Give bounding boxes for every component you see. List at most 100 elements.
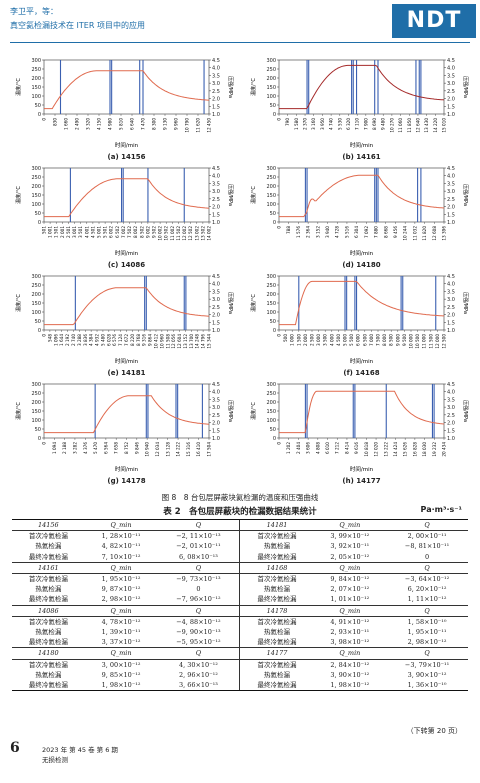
x-tick: 5 480 — [100, 334, 105, 346]
table-header-cell: Q_min — [313, 647, 387, 660]
x-tick: 10 960 — [159, 334, 164, 349]
table-row: 热氦检漏 1, 39×10⁻¹¹ −9, 90×10⁻¹³ 热氦检漏 2, 93×10⁻… — [12, 627, 468, 638]
y-left-tick: 50 — [270, 103, 276, 109]
table-header-cell: 14178 — [239, 604, 314, 617]
table-header-cell: Q_min — [313, 561, 387, 575]
table-cell: 4, 30×10⁻¹² — [178, 660, 218, 669]
table-cell: 热氦检漏 — [35, 670, 62, 679]
x-tick: 19 232 — [432, 442, 437, 457]
x-tick: 7 500 — [376, 334, 381, 346]
y-left-tick: 0 — [38, 112, 41, 118]
table-header-cell: Q — [386, 518, 468, 532]
table-cell: 9, 84×10⁻¹² — [330, 575, 370, 584]
x-tick: 8 414 — [344, 442, 349, 454]
x-tick: 4 808 — [315, 442, 320, 454]
table-cell: 3, 00×10⁻¹² — [101, 660, 141, 669]
x-tick: 3 152 — [315, 226, 320, 238]
y-left-tick: 150 — [266, 193, 276, 199]
y-right-tick: 1.5 — [447, 428, 455, 434]
y-right-tick: 4.0 — [447, 282, 455, 288]
table-cell: 最终冷氦检漏 — [239, 680, 314, 692]
temperature-curve — [279, 64, 445, 110]
chart-caption: (a) 14156 — [107, 153, 146, 161]
x-axis-label: 时间/min — [350, 249, 374, 257]
x-tick: 3 320 — [86, 118, 91, 130]
chart-14177: 0 50 100 150 200 250 300 1.0 1.52.0 2.5 3.0 3.54.0 4… — [250, 382, 468, 473]
chart-14086: 0 50 100 150 200 250 300 1.0 1.52.0 2.5 3.0 3.54.0 4… — [15, 166, 233, 257]
x-tick: 0 — [277, 334, 282, 337]
x-tick: 6 010 — [325, 442, 330, 454]
table-cell: −5, 95×10⁻¹² — [176, 638, 221, 647]
y-right-tick: 1.0 — [212, 436, 220, 442]
x-tick: 13 430 — [424, 118, 429, 133]
leak-test-table: 14156 Q_min Q 14181 Q_min Q 首次冷氦检漏 1, 28×10⁻¹¹ −… — [12, 518, 468, 692]
y-right-label: 压强/MPa — [227, 76, 233, 98]
x-tick: 5 470 — [93, 442, 98, 454]
table-cell: 3, 92×10⁻¹¹ — [330, 542, 370, 551]
y-right-tick: 2.5 — [447, 413, 455, 419]
x-tick: 4 150 — [97, 118, 102, 130]
x-tick: 2 001 — [60, 226, 65, 238]
table-cell: 3, 90×10⁻¹² — [330, 670, 370, 679]
table-header-row: 14156 Q_min Q 14181 Q_min Q — [12, 518, 468, 532]
chart-14168: 0 50 100 150 200 250 300 1.0 1.52.0 2.5 3.0 3.54.0 4… — [250, 274, 468, 365]
x-tick: 0 — [277, 118, 282, 121]
y-left-tick: 50 — [270, 211, 276, 217]
y-right-tick: 2.5 — [447, 305, 455, 311]
table-header-cell: Q_min — [84, 561, 158, 575]
x-tick: 17 504 — [207, 442, 212, 457]
table-header-cell: Q — [157, 518, 240, 532]
table-header-cell: 14086 — [12, 604, 85, 617]
x-axis-label: 时间/min — [115, 249, 139, 257]
y-left-tick: 200 — [31, 76, 41, 82]
table-cell: 2, 05×10⁻¹² — [330, 552, 370, 561]
x-tick: 0 — [277, 226, 282, 229]
table-cell: 首次冷氦检漏 — [28, 617, 68, 626]
table-header-cell: 14180 — [12, 647, 85, 660]
x-tick: 7 124 — [118, 334, 123, 346]
x-tick: 9 500 — [402, 334, 407, 346]
x-tick: 7 092 — [364, 226, 369, 238]
x-tick: 9 456 — [393, 226, 398, 238]
y-left-tick: 100 — [31, 418, 41, 424]
chart-14181: 0 50 100 150 200 250 300 1.0 1.52.0 2.5 3.0 3.54.0 4… — [15, 274, 233, 365]
table-cell: 0 — [425, 552, 430, 561]
x-tick: 6 576 — [112, 334, 117, 346]
y-left-tick: 300 — [266, 166, 276, 172]
table-cell: 首次冷氦检漏 — [239, 530, 314, 542]
y-right-tick: 3.0 — [447, 297, 455, 303]
y-right-tick: 3.0 — [447, 189, 455, 195]
table-row: 最终冷氦检漏 1, 98×10⁻¹² 3, 66×10⁻¹³ 最终冷氦检漏 1, 98×… — [12, 680, 468, 692]
x-tick: 830 — [53, 118, 58, 126]
y-right-tick: 2.0 — [212, 421, 220, 427]
temperature-curve — [44, 178, 210, 218]
x-tick: 6 500 — [362, 334, 367, 346]
x-tick: 7 900 — [363, 118, 368, 130]
x-tick: 0 — [42, 118, 47, 121]
y-right-tick: 3.0 — [212, 405, 220, 411]
y-left-tick: 250 — [31, 67, 41, 73]
x-tick: 788 — [286, 226, 291, 234]
table-header-cell: 14161 — [12, 561, 85, 575]
table-header-cell: 14177 — [239, 647, 314, 660]
table-cell: 9, 87×10⁻¹² — [101, 585, 141, 594]
chart-14178: 0 50 100 150 200 250 300 1.0 1.52.0 2.5 3.0 3.54.0 4… — [15, 382, 233, 473]
y-right-tick: 4.5 — [212, 166, 220, 172]
y-left-tick: 200 — [266, 400, 276, 406]
x-tick: 12 020 — [374, 442, 379, 457]
y-right-tick: 4.5 — [212, 274, 220, 280]
x-tick: 6 564 — [103, 442, 108, 454]
x-tick: 12 500 — [442, 334, 447, 349]
x-tick: 9 616 — [354, 442, 359, 454]
table-cell: 2, 00×10⁻¹¹ — [407, 532, 447, 541]
y-right-label: 压强/MPa — [227, 184, 233, 206]
table-cell: 7, 10×10⁻¹² — [101, 552, 141, 561]
x-tick: 13 002 — [194, 226, 199, 241]
y-left-tick: 250 — [266, 175, 276, 181]
x-tick: 10 244 — [403, 226, 408, 241]
y-right-tick: 2.5 — [212, 413, 220, 419]
y-left-tick: 250 — [266, 283, 276, 289]
table-cell: 1, 95×10⁻¹¹ — [407, 628, 447, 637]
y-right-tick: 2.0 — [212, 97, 220, 103]
table-header-cell: Q_min — [84, 647, 158, 660]
